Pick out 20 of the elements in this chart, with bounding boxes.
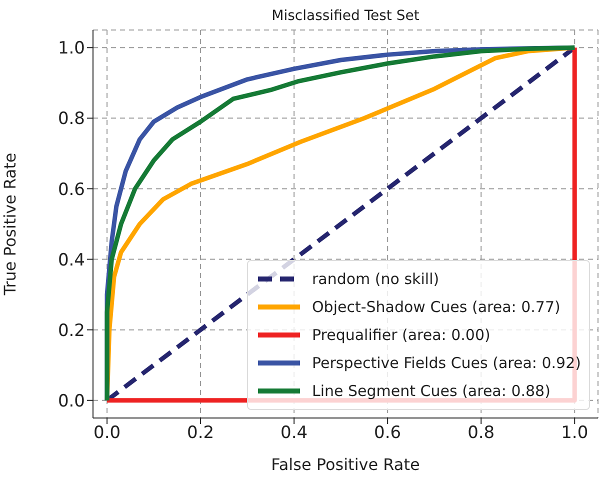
x-tick-label: 0.8 bbox=[468, 423, 495, 444]
legend-label: random (no skill) bbox=[312, 270, 440, 288]
y-tick-label: 0.4 bbox=[58, 250, 85, 270]
x-tick-label: 1.0 bbox=[561, 423, 588, 444]
y-tick-label: 0.6 bbox=[58, 180, 85, 200]
x-axis-title: False Positive Rate bbox=[271, 455, 420, 474]
y-tick-label: 0.0 bbox=[58, 391, 85, 412]
x-tick-label: 0.6 bbox=[374, 423, 402, 444]
legend-label: Prequalifier (area: 0.00) bbox=[312, 326, 490, 344]
legend-label: Object-Shadow Cues (area: 0.77) bbox=[312, 298, 560, 316]
y-tick-label: 0.8 bbox=[58, 109, 85, 130]
x-tick-label: 0.4 bbox=[280, 423, 308, 444]
y-axis-title: True Positive Rate bbox=[0, 152, 20, 296]
y-tick-label: 0.2 bbox=[58, 320, 85, 341]
x-tick-label: 0.2 bbox=[187, 423, 214, 444]
chart-title: Misclassified Test Set bbox=[270, 8, 420, 24]
legend-label: Line Segment Cues (area: 0.88) bbox=[312, 382, 550, 400]
x-tick-label: 0.0 bbox=[94, 423, 121, 444]
y-tick-label: 1.0 bbox=[58, 38, 85, 59]
legend-label: Perspective Fields Cues (area: 0.92) bbox=[312, 354, 581, 372]
